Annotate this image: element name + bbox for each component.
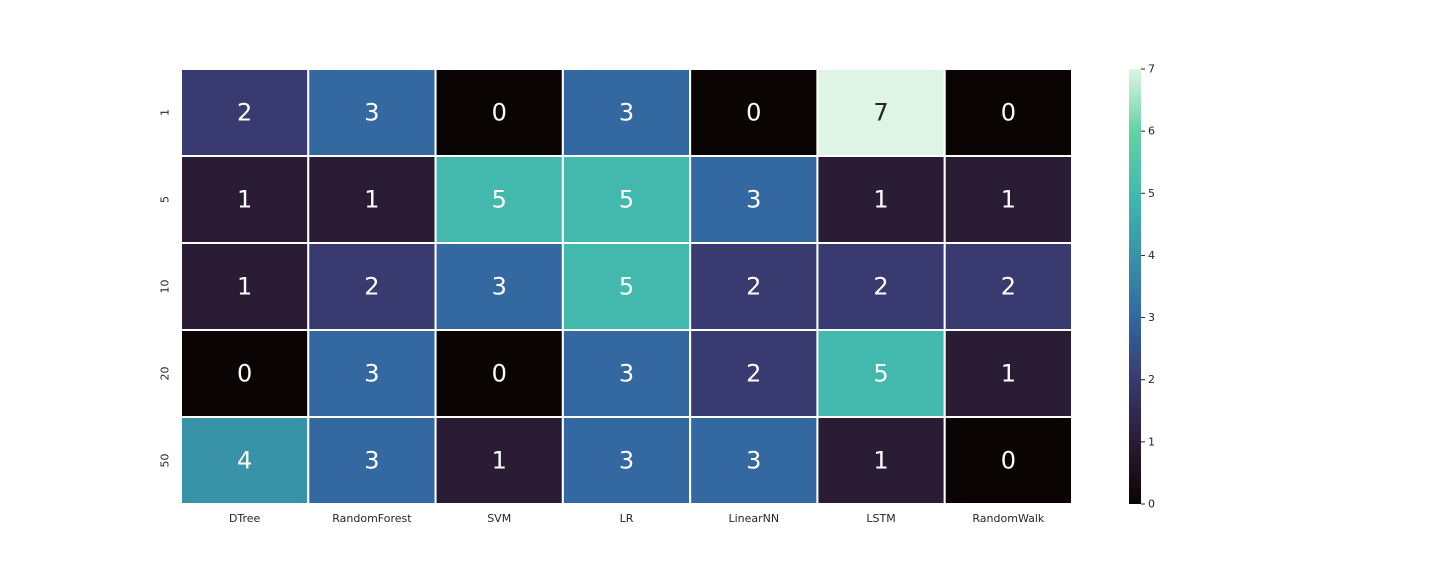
- cell-value-label: 0: [492, 360, 507, 388]
- heatmap-cell: [180, 329, 310, 418]
- heatmap-cell: [180, 68, 310, 157]
- heatmap-cell: [434, 68, 564, 157]
- cell-value-label: 0: [237, 360, 252, 388]
- cell-value-label: 1: [1001, 360, 1016, 388]
- x-tick-label: LSTM: [866, 512, 895, 525]
- cell-value-label: 0: [746, 99, 761, 127]
- cell-value-label: 3: [619, 99, 634, 127]
- heatmap-cell: [561, 329, 692, 418]
- colorbar-tick-label: 6: [1148, 125, 1155, 138]
- heatmap-cell: [561, 242, 692, 331]
- heatmap-cell: [943, 155, 1074, 244]
- heatmap-cell: [307, 68, 437, 157]
- x-tick-label: DTree: [229, 512, 261, 525]
- cell-value-label: 0: [1001, 99, 1016, 127]
- colorbar-gradient: [1129, 69, 1141, 504]
- cell-value-label: 1: [873, 186, 888, 214]
- x-tick-label: RandomWalk: [972, 512, 1045, 525]
- cell-value-label: 1: [1001, 186, 1016, 214]
- heatmap-cell: [180, 155, 310, 244]
- y-tick-label: 10: [159, 280, 172, 294]
- cell-value-label: 7: [873, 99, 888, 127]
- cell-value-label: 3: [364, 99, 379, 127]
- colorbar-tick-label: 4: [1148, 249, 1155, 262]
- cell-value-label: 3: [619, 360, 634, 388]
- cell-value-label: 1: [492, 447, 507, 475]
- cell-value-label: 3: [364, 447, 379, 475]
- colorbar: 0 1 2 3 4 5 6 7: [1129, 63, 1155, 511]
- x-tick-label: LR: [620, 512, 634, 525]
- y-tick-label: 20: [159, 367, 172, 381]
- heatmap-cell: [307, 329, 437, 418]
- heatmap-cell: [689, 242, 819, 331]
- cell-value-label: 5: [619, 186, 634, 214]
- heatmap-cell: [180, 416, 310, 505]
- cell-value-label: 2: [873, 273, 888, 301]
- cell-value-label: 1: [364, 186, 379, 214]
- heatmap-cell: [943, 242, 1074, 331]
- cell-value-label: 2: [746, 273, 761, 301]
- x-tick-label: SVM: [487, 512, 511, 525]
- cell-value-label: 3: [746, 186, 761, 214]
- colorbar-tick-label: 1: [1148, 435, 1155, 448]
- cell-value-label: 3: [619, 447, 634, 475]
- cell-value-label: 2: [1001, 273, 1016, 301]
- heatmap-cells: 2 3 0 3 0 7 0 1 1 5 5 3 1 1 1 2 3 5 2 2 2 0 3 0 3 2 5 1 4 3 1 3 3 1 0: [180, 68, 1074, 505]
- cell-value-label: 1: [873, 447, 888, 475]
- heatmap-cell: [434, 416, 564, 505]
- heatmap-cell: [307, 242, 437, 331]
- colorbar-tick-label: 0: [1148, 498, 1155, 511]
- cell-value-label: 3: [492, 273, 507, 301]
- heatmap-cell: [816, 242, 946, 331]
- cell-value-label: 5: [873, 360, 888, 388]
- heatmap-cell: [943, 329, 1074, 418]
- heatmap-cell: [816, 68, 946, 157]
- colorbar-tick-label: 7: [1148, 63, 1155, 76]
- heatmap-cell: [689, 155, 819, 244]
- cell-value-label: 1: [237, 273, 252, 301]
- cell-value-label: 1: [237, 186, 252, 214]
- y-tick-label: 50: [159, 454, 172, 468]
- cell-value-label: 0: [1001, 447, 1016, 475]
- heatmap-cell: [816, 329, 946, 418]
- cell-value-label: 4: [237, 447, 252, 475]
- y-axis-ticks: 1 5 10 20 50: [159, 109, 172, 468]
- cell-value-label: 2: [364, 273, 379, 301]
- x-tick-label: LinearNN: [728, 512, 779, 525]
- x-axis-ticks: DTree RandomForest SVM LR LinearNN LSTM Random…: [229, 512, 1045, 525]
- x-tick-label: RandomForest: [332, 512, 412, 525]
- colorbar-tick-label: 3: [1148, 311, 1155, 324]
- cell-value-label: 0: [492, 99, 507, 127]
- cell-value-label: 2: [746, 360, 761, 388]
- cell-value-label: 2: [237, 99, 252, 127]
- heatmap-cell: [434, 242, 564, 331]
- y-tick-label: 1: [159, 109, 172, 116]
- heatmap-cell: [943, 416, 1074, 505]
- cell-value-label: 3: [746, 447, 761, 475]
- cell-value-label: 5: [492, 186, 507, 214]
- colorbar-tick-label: 5: [1148, 187, 1155, 200]
- colorbar-tick-label: 2: [1148, 373, 1155, 386]
- y-tick-label: 5: [159, 196, 172, 203]
- cell-value-label: 5: [619, 273, 634, 301]
- heatmap-cell: [434, 155, 564, 244]
- heatmap-cell: [816, 416, 946, 505]
- cell-value-label: 3: [364, 360, 379, 388]
